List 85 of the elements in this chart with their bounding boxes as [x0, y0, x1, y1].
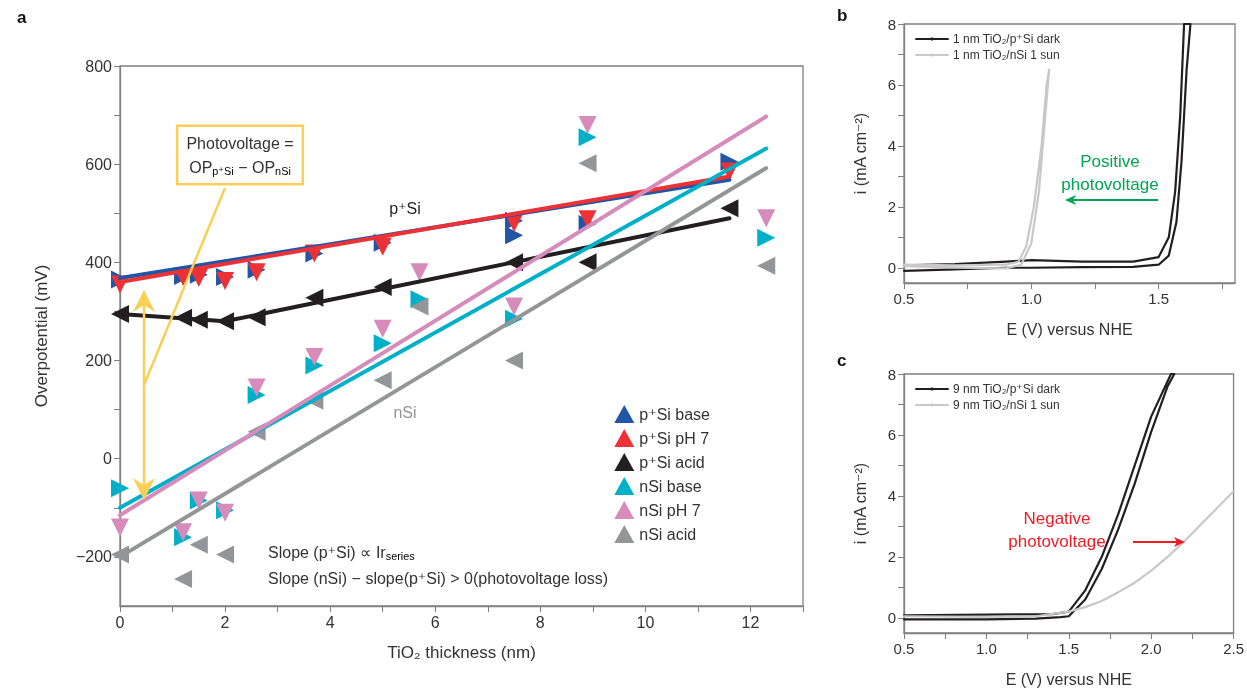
x-tick-label: 6 [430, 613, 440, 631]
point [174, 523, 193, 542]
point [757, 256, 776, 275]
point [373, 319, 392, 338]
legend-label: 9 nm TiO₂/nSi 1 sun [953, 398, 1060, 412]
legend-label: p⁺Si base [639, 405, 711, 423]
y-tick-label: −200 [75, 548, 113, 566]
y-tick-label: 4 [887, 137, 896, 155]
point [505, 297, 524, 316]
annotation: Slope (nSi) − slope(p⁺Si) > 0(photovoltage loss) [268, 569, 609, 587]
legend-label: nSi base [639, 477, 702, 495]
point [578, 253, 597, 272]
x-tick-label: 10 [636, 613, 655, 631]
point [410, 290, 429, 309]
annotation: p⁺Si [389, 199, 421, 217]
point [373, 334, 392, 353]
annotation: Negative photovoltage [1008, 509, 1106, 551]
x-tick-label: 0.5 [893, 290, 915, 307]
point [111, 518, 129, 537]
y-axis-title: i (mA cm⁻²) [851, 112, 869, 195]
x-tick-label: 1.0 [1020, 290, 1042, 307]
y-tick-label: 2 [887, 198, 896, 216]
y-tick-label: 200 [85, 352, 113, 370]
point [578, 128, 597, 147]
x-tick-label: 0 [115, 613, 125, 631]
legend-label: 9 nm TiO₂/p⁺Si dark [953, 382, 1062, 396]
y-tick-label: 6 [887, 76, 896, 94]
line-series [902, 22, 1192, 272]
legend-label: 1 nm TiO₂/nSi 1 sun [953, 48, 1060, 62]
x-tick-label: 12 [741, 613, 760, 631]
point [216, 272, 235, 291]
x-tick-label: 8 [535, 613, 545, 631]
y-tick-label: 8 [887, 365, 896, 383]
point [189, 535, 208, 554]
point [174, 570, 193, 588]
point [410, 297, 429, 316]
point [305, 348, 324, 367]
y-axis-title: i (mA cm⁻²) [851, 462, 869, 545]
point [111, 479, 129, 498]
point [305, 356, 324, 375]
y-tick-label: 400 [85, 253, 113, 271]
line-series [902, 490, 1235, 618]
y-tick-label: 0 [887, 259, 896, 277]
y-tick-label: 800 [85, 57, 113, 75]
y-tick-label: 2 [887, 548, 896, 566]
x-tick-label: 1.0 [975, 640, 997, 657]
legend-label: p⁺Si pH 7 [639, 429, 710, 447]
x-axis-title: E (V) versus NHE [1005, 670, 1132, 688]
point [216, 545, 235, 564]
x-tick-label: 2.0 [1140, 640, 1162, 657]
point [505, 351, 524, 370]
point [720, 199, 739, 218]
x-tick-label: 2.5 [1223, 640, 1244, 657]
y-tick-label: 6 [887, 426, 896, 444]
point [410, 263, 429, 282]
y-tick-label: 0 [103, 450, 113, 468]
point [373, 371, 392, 390]
annotation: Positive photovoltage [1061, 152, 1159, 194]
point [505, 226, 524, 245]
x-axis-title: E (V) versus NHE [1006, 320, 1133, 338]
line-series [902, 68, 1051, 270]
x-axis-title: TiO₂ thickness (nm) [387, 643, 536, 662]
x-tick-label: 1.5 [1148, 290, 1170, 307]
point [247, 378, 266, 397]
point [578, 154, 597, 173]
y-tick-label: 8 [887, 15, 896, 33]
line-series [902, 372, 1176, 621]
x-tick-label: 0.5 [893, 640, 915, 657]
legend-label: 1 nm TiO₂/p⁺Si dark [953, 32, 1062, 46]
legend-label: p⁺Si acid [639, 453, 705, 471]
chart-title: b [837, 6, 848, 25]
x-tick-label: 1.5 [1058, 640, 1080, 657]
legend-label: nSi pH 7 [639, 501, 701, 519]
x-tick-label: 2 [220, 613, 230, 631]
chart-title: c [837, 351, 847, 370]
point [578, 115, 597, 134]
legend-label: nSi acid [639, 525, 697, 543]
point [757, 228, 776, 247]
y-tick-label: 4 [887, 487, 896, 505]
y-axis-title: Overpotential (mV) [32, 264, 51, 408]
y-tick-label: 600 [85, 155, 113, 173]
x-tick-label: 4 [325, 613, 335, 631]
chart-title: a [17, 8, 27, 27]
point [757, 209, 776, 228]
annotation: nSi [393, 403, 417, 421]
